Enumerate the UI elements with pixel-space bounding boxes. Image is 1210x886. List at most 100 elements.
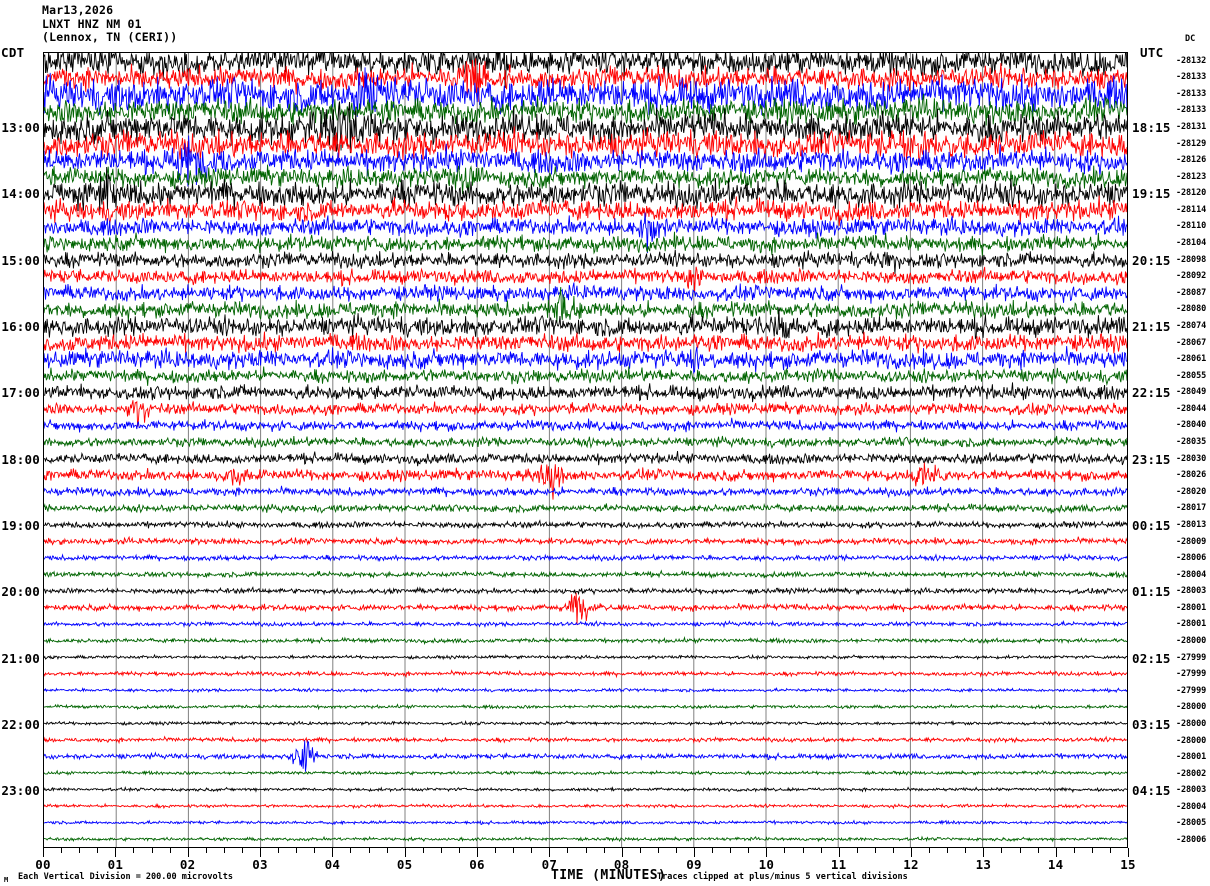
- trace-row: [44, 636, 1127, 646]
- dc-offset-value: -28006: [1176, 553, 1207, 564]
- x-axis-minor-tick: [278, 848, 280, 853]
- dc-offset-value: -28087: [1176, 287, 1207, 298]
- x-axis-minor-tick: [947, 848, 949, 853]
- dc-offset-value: -28002: [1176, 768, 1207, 779]
- dc-offset-value: -28000: [1176, 636, 1207, 647]
- x-axis-minor-tick: [784, 848, 786, 853]
- helicorder-plot[interactable]: [43, 52, 1128, 848]
- x-axis-minor-tick: [241, 848, 243, 853]
- dc-offset-value: -28067: [1176, 337, 1207, 348]
- x-axis-minor-tick: [296, 848, 298, 853]
- trace-row: [44, 346, 1127, 375]
- dc-offset-value: -28061: [1176, 354, 1207, 365]
- dc-offset-value: -28080: [1176, 304, 1207, 315]
- x-axis-minor-tick: [567, 848, 569, 853]
- right-hour-label: 23:15: [1132, 451, 1171, 467]
- footer-marker: M: [4, 876, 9, 884]
- trace-row: [44, 58, 1127, 102]
- trace-row: [44, 282, 1127, 304]
- dc-offset-value: -28013: [1176, 519, 1207, 530]
- trace-row: [44, 503, 1127, 514]
- dc-offset-value: -28000: [1176, 735, 1207, 746]
- dc-column-header: DC: [1185, 34, 1196, 44]
- x-axis-minor-tick: [675, 848, 677, 853]
- trace-row: [44, 653, 1127, 661]
- dc-offset-value: -28049: [1176, 387, 1207, 398]
- x-axis-major-tick: [260, 848, 261, 857]
- dc-offset-value: -27999: [1176, 669, 1207, 680]
- x-axis-minor-tick: [748, 848, 750, 853]
- left-timezone-label: CDT: [1, 45, 25, 60]
- x-axis-tick-label: 04: [324, 857, 341, 872]
- x-axis-major-tick: [115, 848, 117, 857]
- x-axis-major-tick: [838, 848, 840, 857]
- left-hour-label: 22:00: [1, 716, 40, 732]
- x-axis-tick-label: 09: [686, 857, 702, 872]
- dc-offset-value: -28114: [1176, 204, 1207, 215]
- x-axis-minor-tick: [495, 848, 497, 853]
- x-axis-minor-tick: [657, 848, 659, 853]
- dc-offset-value: -28133: [1176, 105, 1207, 116]
- x-axis-tick-label: 01: [107, 857, 124, 872]
- dc-offset-value: -28123: [1176, 171, 1207, 182]
- trace-row: [44, 164, 1127, 195]
- trace-row: [44, 366, 1127, 387]
- x-axis-minor-tick: [856, 848, 858, 853]
- x-axis-tick-label: 11: [830, 857, 847, 872]
- trace-row: [44, 382, 1127, 403]
- x-axis-minor-tick: [1001, 848, 1003, 853]
- dc-offset-value: -28030: [1176, 453, 1207, 464]
- x-axis-minor-tick: [730, 848, 732, 853]
- x-axis-minor-tick: [513, 848, 515, 853]
- right-hour-label: 03:15: [1132, 716, 1171, 732]
- x-axis-minor-tick: [874, 848, 876, 853]
- left-hour-label: 15:00: [1, 252, 40, 268]
- left-hour-label: 18:00: [1, 451, 40, 467]
- trace-row: [44, 417, 1127, 433]
- x-axis-major-tick: [549, 848, 551, 857]
- header-station: LNXT HNZ NM 01: [42, 16, 142, 31]
- trace-row: [44, 435, 1127, 449]
- dc-offset-value: -28074: [1176, 320, 1207, 331]
- trace-row: [44, 586, 1127, 596]
- trace-row: [44, 135, 1127, 187]
- trace-row: [44, 686, 1127, 694]
- x-axis-minor-tick: [386, 848, 388, 853]
- trace-row: [44, 195, 1127, 226]
- x-axis-minor-tick: [802, 848, 804, 853]
- left-time-axis: 13:00 14:00 15:00 16:00 17:00 18:00 19:00 20:00…: [0, 52, 40, 848]
- left-hour-label: 17:00: [1, 385, 40, 401]
- dc-offset-value: -28009: [1176, 536, 1207, 547]
- trace-row: [44, 450, 1127, 467]
- right-hour-label: 19:15: [1132, 186, 1171, 202]
- dc-offset-value: -28001: [1176, 752, 1207, 763]
- trace-row: [44, 53, 1127, 89]
- dc-offset-value: -28055: [1176, 370, 1207, 381]
- clipping-note: Traces clipped at plus/minus 5 vertical …: [657, 872, 908, 882]
- x-axis-major-tick: [1128, 848, 1129, 857]
- left-hour-label: 21:00: [1, 650, 40, 666]
- dc-offset-value: -28110: [1176, 221, 1207, 232]
- trace-row: [44, 212, 1127, 254]
- dc-offset-axis: -28132 -28133 -28133 -28133 -28131 -28129 -281…: [1176, 52, 1210, 848]
- x-axis-minor-tick: [712, 848, 714, 853]
- x-axis-minor-tick: [422, 848, 424, 853]
- trace-row: [44, 485, 1127, 499]
- trace-row: [44, 126, 1127, 166]
- x-axis-minor-tick: [1019, 848, 1021, 853]
- dc-offset-value: -28126: [1176, 155, 1207, 166]
- x-axis-tick-label: 06: [469, 857, 485, 872]
- x-axis-tick-label: 00: [35, 857, 51, 872]
- dc-offset-value: -28131: [1176, 121, 1207, 132]
- header-location: (Lennox, TN (CERI)): [42, 30, 178, 44]
- x-axis-major-tick: [911, 848, 912, 857]
- trace-row: [44, 669, 1127, 679]
- dc-offset-value: -28020: [1176, 486, 1207, 497]
- dc-offset-value: -28017: [1176, 503, 1207, 514]
- trace-row: [44, 819, 1127, 826]
- dc-offset-value: -27999: [1176, 652, 1207, 663]
- trace-row: [44, 166, 1127, 213]
- trace-row: [44, 802, 1127, 810]
- trace-row: [44, 769, 1127, 777]
- x-axis-minor-tick: [97, 848, 99, 853]
